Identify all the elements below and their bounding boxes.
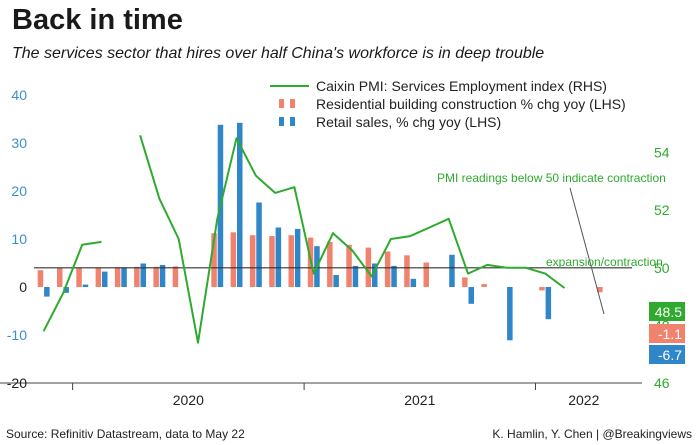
retail-bar-2020-11 <box>275 227 282 287</box>
construction-current-value-box <box>649 324 685 343</box>
construction-bar-2021-02 <box>327 241 333 287</box>
retail-bar-2019-12 <box>63 287 69 293</box>
retail-bar-2020-04 <box>140 263 146 287</box>
legend: Caixin PMI: Services Employment index (R… <box>270 78 626 130</box>
retail-bar-2019-11 <box>44 287 50 297</box>
retail-bar-2021-02 <box>333 275 339 287</box>
pmi-line-segment-1 <box>42 240 102 332</box>
construction-bar-2021-05 <box>384 251 391 287</box>
construction-bar-2021-10 <box>481 284 487 287</box>
retail-bar-2021-03 <box>352 265 359 287</box>
annotation-pointer <box>569 187 605 315</box>
retail-bar-2021-08 <box>449 254 455 287</box>
current-value-labels: 48.5 -1.1 -6.7 <box>649 302 685 364</box>
left-axis-tick-label: 40 <box>11 87 27 103</box>
x-axis-tick-label: 2021 <box>404 392 435 408</box>
left-axis-tick-label: 10 <box>11 231 27 247</box>
pmi-current-value-box <box>649 302 685 321</box>
source-note: Source: Refinitiv Datastream, data to Ma… <box>6 427 245 441</box>
construction-bar-2022-04 <box>597 287 603 293</box>
left-axis-tick-label: 30 <box>11 135 27 151</box>
pmi-current-value-label: 48.5 <box>655 304 682 320</box>
construction-bar-2020-12 <box>288 235 294 287</box>
x-axis-tick-label: 2022 <box>568 392 599 408</box>
construction-bar-2020-10 <box>249 235 256 287</box>
legend-retail-swatch <box>279 117 295 126</box>
pmi-line-segment-2 <box>139 135 566 344</box>
legend-retail-swatch-part <box>279 117 284 126</box>
retail-bar-2020-05 <box>159 264 166 287</box>
chart-subtitle: The services sector that hires over half… <box>12 45 545 62</box>
retail-current-value-label: -6.7 <box>658 347 682 363</box>
construction-bar-2020-09 <box>230 232 237 287</box>
credit-note: K. Hamlin, Y. Chen | @Breakingviews <box>492 427 692 441</box>
left-axis-tick-label: 20 <box>11 183 27 199</box>
legend-label: Residential building construction % chg … <box>316 96 626 112</box>
left-axis-tick-label: 0 <box>19 279 27 295</box>
bars-layer <box>37 122 603 341</box>
construction-bar-2021-09 <box>462 277 468 287</box>
left-axis-tick-label: -10 <box>7 327 27 343</box>
legend-construction-swatch-part <box>290 99 295 108</box>
construction-bar-2020-02 <box>95 267 102 287</box>
retail-bar-2021-04 <box>372 263 378 287</box>
construction-bar-2020-03 <box>114 267 121 287</box>
construction-bar-2019-12 <box>57 267 63 287</box>
legend-construction-swatch-part <box>279 99 284 108</box>
retail-bar-2020-01 <box>82 284 89 287</box>
retail-bar-2020-12 <box>294 228 301 287</box>
construction-bar-2021-07 <box>423 262 429 287</box>
legend-construction-swatch <box>279 99 295 108</box>
retail-bar-2021-11 <box>507 287 513 341</box>
construction-bar-2020-05 <box>153 266 159 287</box>
retail-bar-2020-10 <box>256 202 262 287</box>
construction-bar-2021-06 <box>404 255 410 287</box>
construction-bar-2020-04 <box>134 266 140 287</box>
right-axis-tick-label: 52 <box>654 202 670 218</box>
construction-bar-2022-01 <box>539 287 545 291</box>
legend-label: Caixin PMI: Services Employment index (R… <box>316 78 607 94</box>
annotation-threshold: expansion/contraction <box>546 255 663 269</box>
retail-bar-2022-01 <box>545 287 552 320</box>
retail-bar-2021-05 <box>391 265 397 287</box>
right-axis-tick-label: 46 <box>654 375 670 391</box>
annotation-contraction: PMI readings below 50 indicate contracti… <box>437 171 666 185</box>
retail-bar-2020-02 <box>102 271 108 287</box>
chart-title: Back in time <box>12 4 183 36</box>
retail-bar-2020-03 <box>121 267 127 287</box>
left-axis: -20 -10 0 10 20 30 40 <box>7 87 27 391</box>
construction-bar-2020-06 <box>172 266 179 287</box>
lines-layer <box>42 135 566 344</box>
construction-bar-2020-01 <box>76 267 82 287</box>
x-axis: 2020 2021 2022 <box>72 383 600 408</box>
retail-current-value-box <box>649 345 685 364</box>
construction-bar-2020-11 <box>269 236 275 287</box>
x-axis-tick-label: 2020 <box>173 392 204 408</box>
right-axis-tick-label: 54 <box>654 145 670 161</box>
legend-retail-swatch-part <box>290 117 295 126</box>
construction-bar-2019-11 <box>37 270 44 287</box>
retail-bar-2021-06 <box>410 278 417 287</box>
annotations: PMI readings below 50 indicate contracti… <box>437 171 666 315</box>
construction-bar-2021-03 <box>346 244 352 287</box>
construction-current-value-label: -1.1 <box>658 326 682 342</box>
left-axis-tick-label: -20 <box>7 375 27 391</box>
right-axis-tick-label: 50 <box>654 260 670 276</box>
retail-bar-2021-09 <box>468 287 474 304</box>
retail-bar-2020-09 <box>237 122 243 287</box>
legend-label: Retail sales, % chg yoy (LHS) <box>316 114 501 130</box>
construction-bar-2020-08 <box>211 233 217 287</box>
